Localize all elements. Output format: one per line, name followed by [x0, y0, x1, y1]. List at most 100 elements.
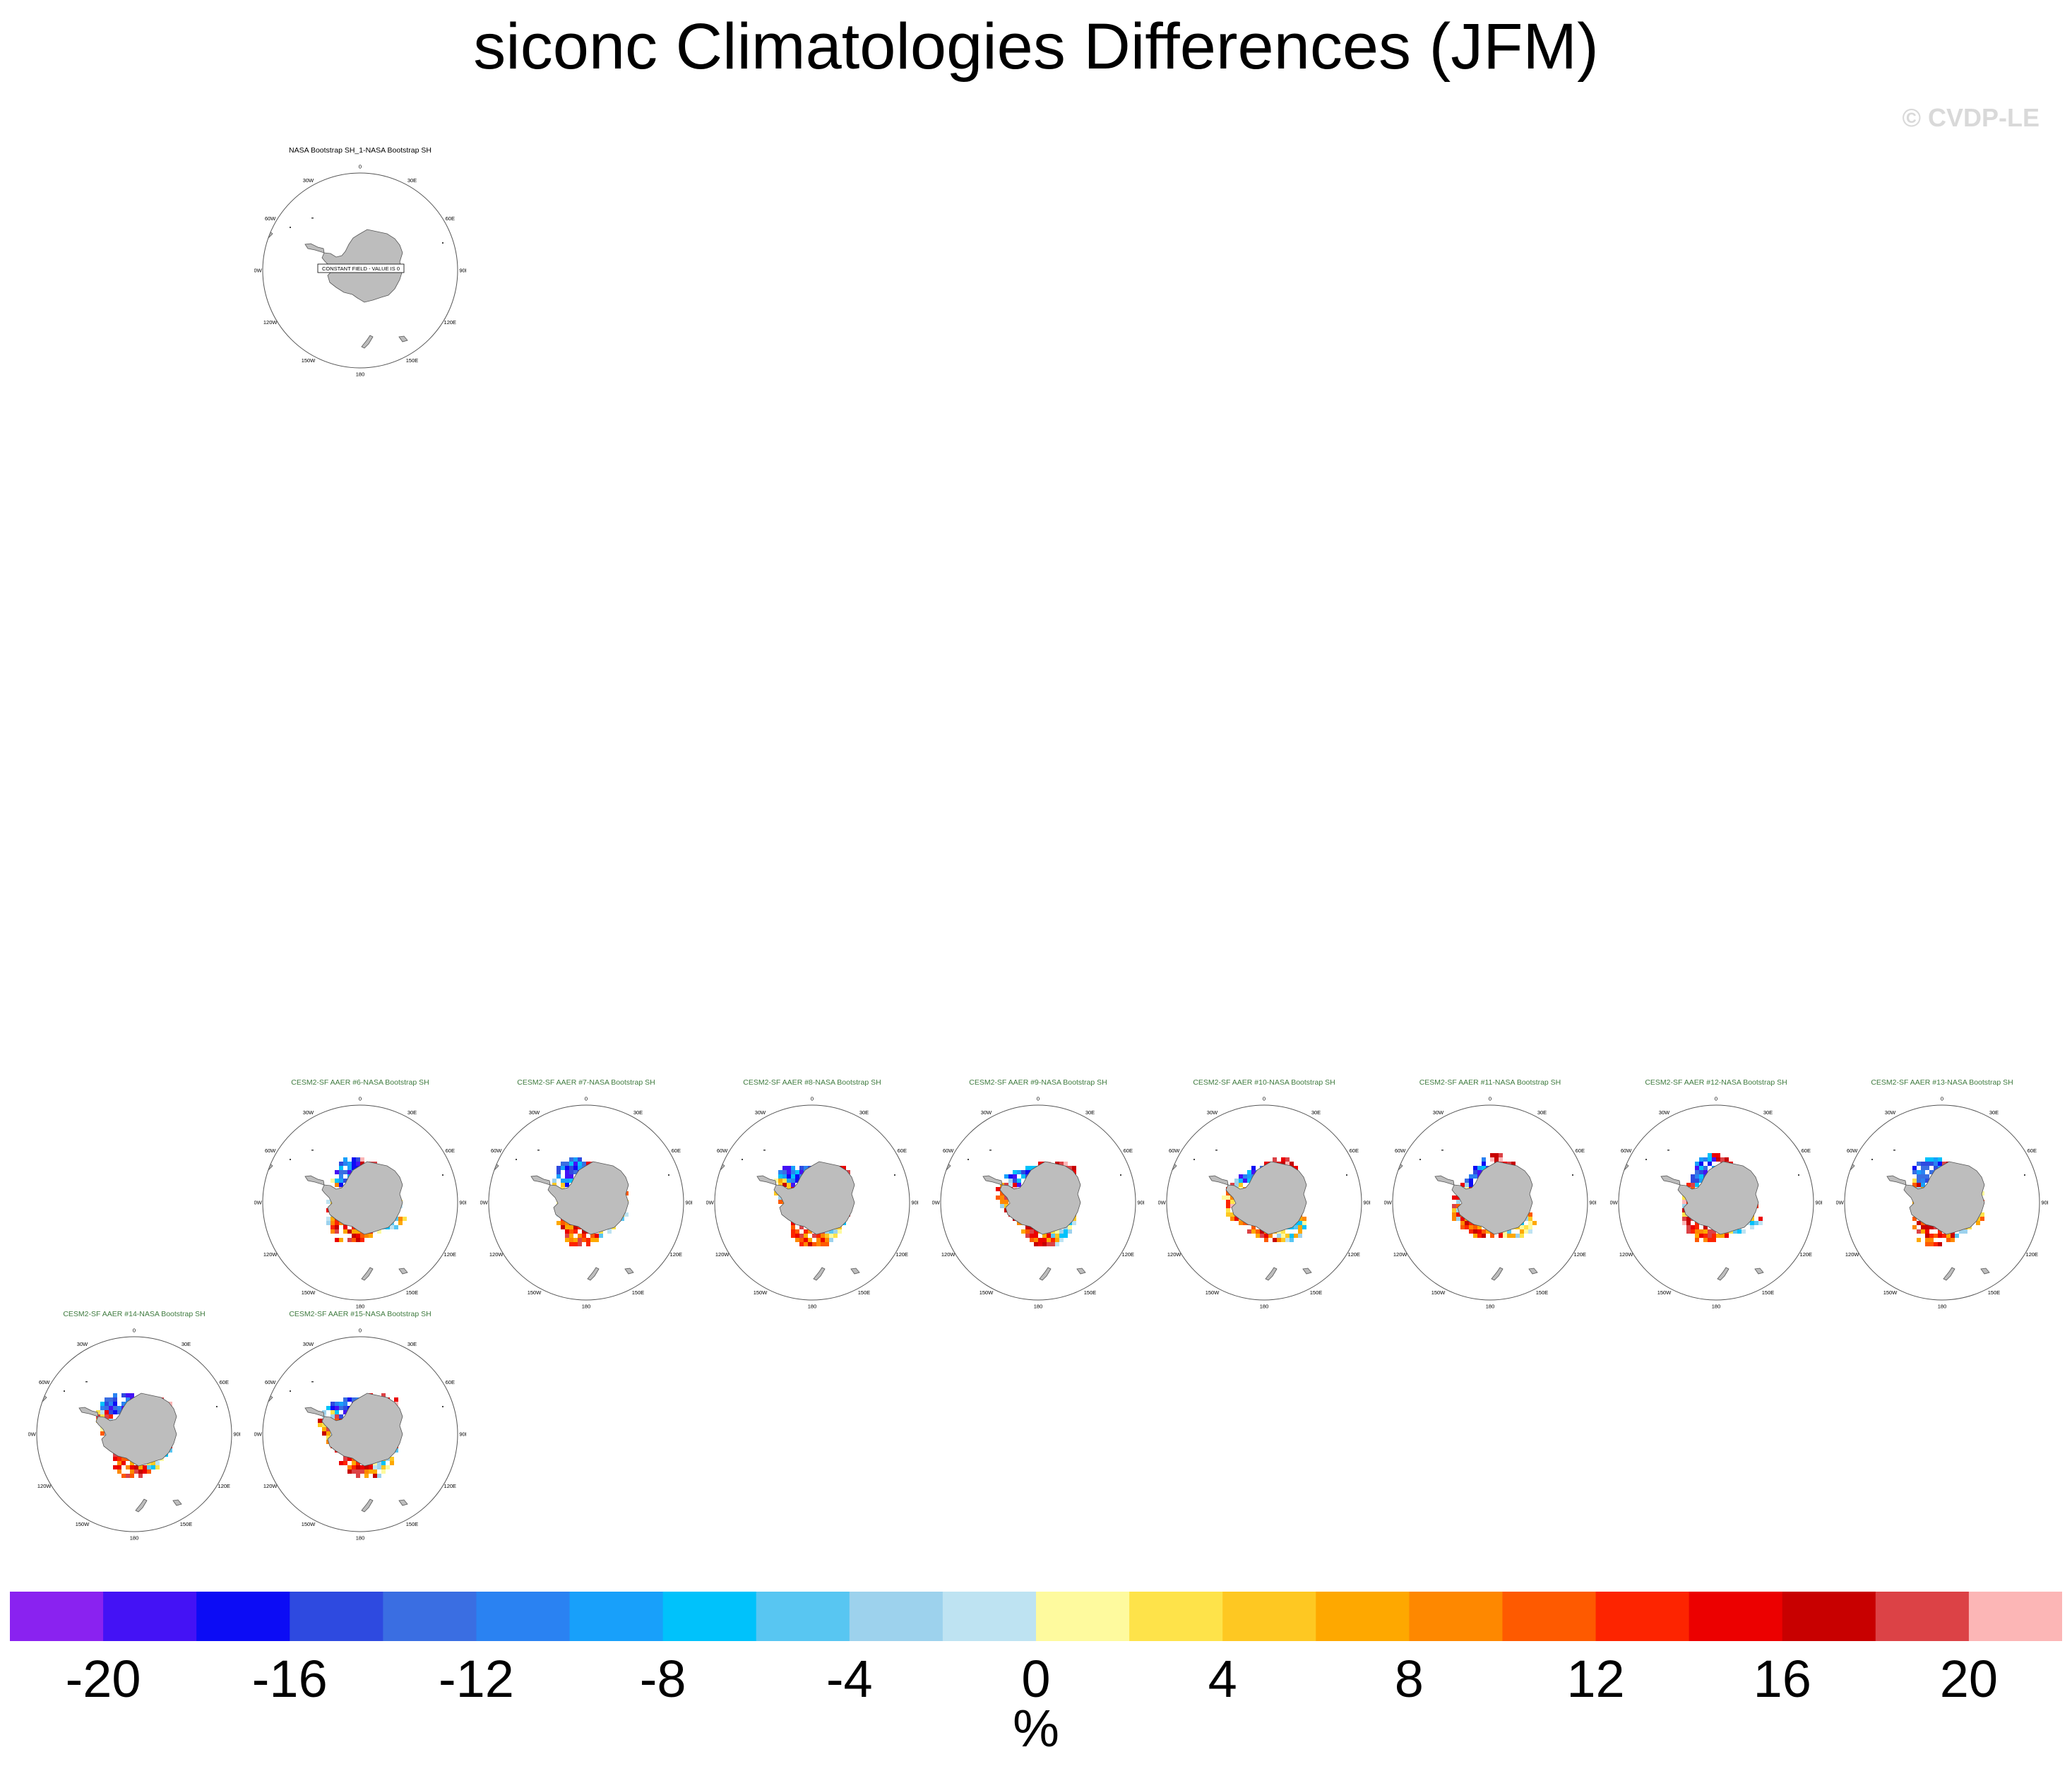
map-cell: [569, 1238, 573, 1242]
tasmania-land: [398, 335, 408, 342]
longitude-label: 120W: [1619, 1251, 1634, 1258]
colorbar-tick-label: 8: [1394, 1650, 1424, 1708]
map-cell: [1507, 1162, 1511, 1166]
map-cell: [352, 1238, 356, 1242]
map-cell: [1008, 1179, 1013, 1183]
longitude-label: 60W: [1621, 1147, 1632, 1154]
map-cell: [1256, 1234, 1260, 1238]
longitude-label: 150E: [406, 1289, 419, 1296]
map-cell: [356, 1234, 360, 1238]
map-cell: [1017, 1221, 1021, 1225]
map-cell: [1226, 1212, 1230, 1217]
map-cell: [1230, 1212, 1234, 1217]
longitude-label: 0: [359, 164, 362, 170]
map-cell: [339, 1238, 343, 1242]
map-boundary: [1844, 1104, 2040, 1301]
map-cell: [335, 1179, 339, 1183]
longitude-label: 120W: [263, 319, 278, 326]
map-cell: [335, 1229, 339, 1234]
longitude-label: 120E: [1348, 1251, 1361, 1258]
map-cell: [821, 1238, 825, 1242]
map-cell: [791, 1183, 795, 1187]
map-boundary: [262, 172, 458, 369]
map-cell: [1703, 1234, 1708, 1238]
map-cell: [1917, 1221, 1921, 1225]
map-cell: [100, 1402, 105, 1406]
longitude-label: 90E: [2041, 1200, 2048, 1206]
longitude-label: 90E: [685, 1200, 692, 1206]
map-cell: [100, 1427, 105, 1431]
longitude-label: 120W: [489, 1251, 504, 1258]
map-cell: [816, 1242, 821, 1246]
longitude-label: 30E: [181, 1341, 191, 1347]
map-cell: [1703, 1166, 1708, 1170]
map-cell: [1059, 1234, 1064, 1238]
map-cell: [1008, 1174, 1013, 1179]
map-cell: [105, 1410, 109, 1414]
colorbar-swatch: [476, 1592, 571, 1641]
longitude-label: 30E: [633, 1109, 643, 1116]
map-cell: [1750, 1221, 1754, 1225]
longitude-label: 180: [356, 1304, 365, 1310]
map-cell: [1699, 1166, 1703, 1170]
map-cell: [569, 1234, 573, 1238]
map-cell: [624, 1212, 629, 1217]
map-cell: [774, 1191, 778, 1195]
map-cell: [838, 1229, 842, 1234]
map-cell: [804, 1229, 808, 1234]
longitude-label: 30W: [981, 1109, 992, 1116]
map-cell: [578, 1166, 582, 1170]
map-cell: [339, 1166, 343, 1170]
longitude-label: 0: [1941, 1096, 1943, 1102]
longitude-label: 120E: [1800, 1251, 1813, 1258]
map-cell: [1695, 1162, 1699, 1166]
map-cell: [1917, 1174, 1921, 1179]
map-cell: [578, 1157, 582, 1162]
map-cell: [787, 1174, 791, 1179]
map-cell: [339, 1402, 343, 1406]
panel-title: CESM2-SF AAER #8-NASA Bootstrap SH: [743, 1078, 881, 1087]
map-cell: [109, 1410, 113, 1414]
map-cell: [121, 1457, 126, 1461]
longitude-label: 120W: [263, 1251, 278, 1258]
colorbar-swatch: [662, 1592, 757, 1641]
map-cell: [787, 1166, 791, 1170]
map-cell: [1695, 1238, 1699, 1242]
map-cell: [552, 1183, 556, 1187]
longitude-label: 60E: [1350, 1147, 1359, 1154]
map-cell: [829, 1234, 833, 1238]
map-cell: [1482, 1166, 1486, 1170]
map-cell: [1934, 1242, 1938, 1246]
longitude-label: 30W: [77, 1341, 88, 1347]
longitude-label: 0: [359, 1328, 362, 1334]
map-cell: [1251, 1166, 1256, 1170]
polar-map: 0 30E 60E 90E 120E 150E 180 150W 120W 90W 60W 30W: [932, 1096, 1144, 1310]
map-cell: [1285, 1157, 1290, 1162]
map-cell: [1691, 1174, 1695, 1179]
colorbar-tick-label: -20: [65, 1650, 141, 1708]
map-cell: [356, 1157, 360, 1162]
longitude-label: 90E: [1137, 1200, 1144, 1206]
map-cell: [364, 1465, 369, 1469]
map-cell: [1912, 1217, 1917, 1221]
map-cell: [322, 1427, 326, 1431]
map-cell: [565, 1179, 569, 1183]
map-cell: [1281, 1162, 1285, 1166]
longitude-label: 120E: [444, 319, 457, 326]
map-cell: [1452, 1208, 1456, 1212]
map-cell: [1934, 1166, 1938, 1170]
longitude-label: 150W: [980, 1289, 994, 1296]
map-cell: [573, 1157, 578, 1162]
map-cell: [1686, 1221, 1691, 1225]
page-title: siconc Climatologies Differences (JFM): [473, 11, 1599, 83]
map-cell: [1055, 1234, 1059, 1238]
map-cell: [1737, 1229, 1741, 1234]
map-cell: [1264, 1238, 1268, 1242]
map-cell: [1912, 1225, 1917, 1229]
map-cell: [1030, 1166, 1034, 1170]
map-cell: [1712, 1234, 1716, 1238]
map-cell: [561, 1221, 565, 1225]
map-cell: [1034, 1238, 1038, 1242]
map-panel: CESM2-SF AAER #13-NASA Bootstrap SH 0 30E 6…: [1836, 1078, 2048, 1311]
map-cell: [1456, 1204, 1460, 1208]
